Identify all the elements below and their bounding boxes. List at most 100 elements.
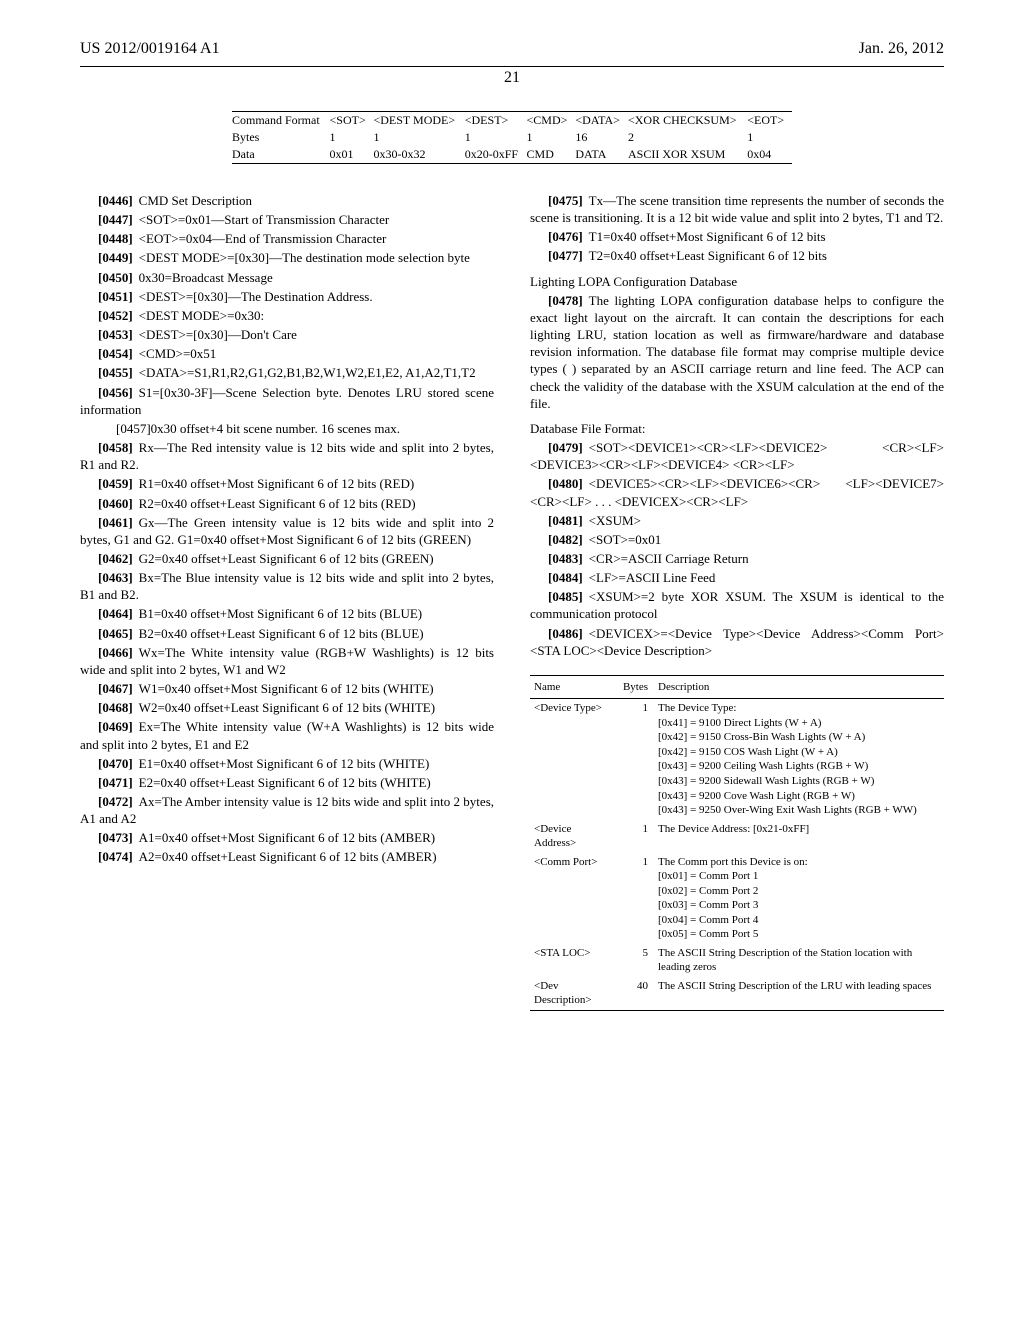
cell: DATA bbox=[575, 146, 628, 164]
para-number: [0449] bbox=[98, 250, 133, 265]
para-number: [0462] bbox=[98, 551, 133, 566]
table-row: <STA LOC>5The ASCII String Description o… bbox=[530, 944, 944, 977]
para-text: <SOT>=0x01 bbox=[589, 532, 662, 547]
cell: <Device Type> bbox=[530, 699, 610, 820]
para-number: [0469] bbox=[98, 719, 133, 734]
para-number: [0477] bbox=[548, 248, 583, 263]
cell: 1 bbox=[610, 853, 654, 944]
para-text: <DEST>=[0x30]—The Destination Address. bbox=[139, 289, 373, 304]
para-number: [0468] bbox=[98, 700, 133, 715]
paragraph: [0456]S1=[0x30-3F]—Scene Selection byte.… bbox=[80, 384, 494, 418]
para-number: [0446] bbox=[98, 193, 133, 208]
paragraph: [0481]<XSUM> bbox=[530, 512, 944, 529]
table-row: <Comm Port>1The Comm port this Device is… bbox=[530, 853, 944, 944]
paragraph: [0462] G2=0x40 offset+Least Significant 6… bbox=[80, 550, 494, 567]
paragraph: [0451]<DEST>=[0x30]—The Destination Addr… bbox=[80, 288, 494, 305]
para-number: [0471] bbox=[98, 775, 133, 790]
para-number: [0475] bbox=[548, 193, 583, 208]
paragraph: [0448]<EOT>=0x04—End of Transmission Cha… bbox=[80, 230, 494, 247]
paragraph: [0467]W1=0x40 offset+Most Significant 6 … bbox=[80, 680, 494, 697]
paragraph: [0474]A2=0x40 offset+Least Significant 6… bbox=[80, 848, 494, 865]
cell: 16 bbox=[575, 129, 628, 146]
paragraph: [0472]Ax=The Amber intensity value is 12… bbox=[80, 793, 494, 827]
cell: ASCII XOR XSUM bbox=[628, 146, 747, 164]
paragraph: [0483]<CR>=ASCII Carriage Return bbox=[530, 550, 944, 567]
paragraph: [0478]The lighting LOPA configuration da… bbox=[530, 292, 944, 412]
cell: <Dev Description> bbox=[530, 977, 610, 1011]
para-number: [0480] bbox=[548, 476, 583, 491]
paragraph: [0471]E2=0x40 offset+Least Significant 6… bbox=[80, 774, 494, 791]
table-row: Bytes 1 1 1 1 16 2 1 bbox=[232, 129, 792, 146]
para-text: The lighting LOPA configuration database… bbox=[530, 293, 944, 411]
cell: 1 bbox=[465, 129, 527, 146]
para-text: <DEVICE5><CR><LF><DEVICE6><CR> <LF><DEVI… bbox=[530, 476, 944, 508]
cell: The Comm port this Device is on:[0x01] =… bbox=[654, 853, 944, 944]
page-number: 21 bbox=[80, 69, 944, 87]
paragraph: [0476]T1=0x40 offset+Most Significant 6 … bbox=[530, 228, 944, 245]
cell: 0x20-0xFF bbox=[465, 146, 527, 164]
para-text: <XSUM> bbox=[589, 513, 641, 528]
cell: 1 bbox=[527, 129, 576, 146]
para-text: 0x30 offset+4 bit scene number. 16 scene… bbox=[151, 421, 400, 436]
table-row: Data 0x01 0x30-0x32 0x20-0xFF CMD DATA A… bbox=[232, 146, 792, 164]
para-text: <DATA>=S1,R1,R2,G1,G2,B1,B2,W1,W2,E1,E2,… bbox=[139, 365, 476, 380]
paragraph: [0469]Ex=The White intensity value (W+A … bbox=[80, 718, 494, 752]
para-number: [0452] bbox=[98, 308, 133, 323]
th: Name bbox=[530, 675, 610, 699]
table-row: <Device Type>1The Device Type:[0x41] = 9… bbox=[530, 699, 944, 820]
para-number: [0473] bbox=[98, 830, 133, 845]
device-table: NameBytesDescription<Device Type>1The De… bbox=[530, 675, 944, 1011]
para-text: <SOT>=0x01—Start of Transmission Charact… bbox=[139, 212, 390, 227]
para-number: [0455] bbox=[98, 365, 133, 380]
para-number: [0472] bbox=[98, 794, 133, 809]
paragraph: [0453]<DEST>=[0x30]—Don't Care bbox=[80, 326, 494, 343]
cell: 5 bbox=[610, 944, 654, 977]
para-number: [0447] bbox=[98, 212, 133, 227]
cell: 1 bbox=[373, 129, 464, 146]
para-text: <XSUM>=2 byte XOR XSUM. The XSUM is iden… bbox=[530, 589, 944, 621]
para-number: [0486] bbox=[548, 626, 583, 641]
paragraph: [0459]R1=0x40 offset+Most Significant 6 … bbox=[80, 475, 494, 492]
para-text: Rx—The Red intensity value is 12 bits wi… bbox=[80, 440, 494, 472]
para-text: G2=0x40 offset+Least Significant 6 of 12… bbox=[139, 551, 434, 566]
para-text: Ax=The Amber intensity value is 12 bits … bbox=[80, 794, 494, 826]
cell: <Comm Port> bbox=[530, 853, 610, 944]
para-text: Bx=The Blue intensity value is 12 bits w… bbox=[80, 570, 494, 602]
cell: 2 bbox=[628, 129, 747, 146]
cell: Command Format bbox=[232, 112, 330, 130]
para-number: [0456] bbox=[98, 385, 133, 400]
paragraph: [0482]<SOT>=0x01 bbox=[530, 531, 944, 548]
paragraph: [0468] W2=0x40 offset+Least Significant 6… bbox=[80, 699, 494, 716]
cell: 1 bbox=[610, 699, 654, 820]
para-text: Tx—The scene transition time represents … bbox=[530, 193, 944, 225]
paragraph: [0455] <DATA>=S1,R1,R2,G1,G2,B1,B2,W1,W2,… bbox=[80, 364, 494, 381]
para-number: [0459] bbox=[98, 476, 133, 491]
para-text: T2=0x40 offset+Least Significant 6 of 12… bbox=[589, 248, 827, 263]
paragraph: [0454]<CMD>=0x51 bbox=[80, 345, 494, 362]
cell: <CMD> bbox=[527, 112, 576, 130]
cell: The ASCII String Description of the LRU … bbox=[654, 977, 944, 1011]
para-text: <CR>=ASCII Carriage Return bbox=[589, 551, 749, 566]
para-text: Wx=The White intensity value (RGB+W Wash… bbox=[80, 645, 494, 677]
cell: <XOR CHECKSUM> bbox=[628, 112, 747, 130]
paragraph: [0461]Gx—The Green intensity value is 12… bbox=[80, 514, 494, 548]
paragraph: [0477] T2=0x40 offset+Least Significant 6… bbox=[530, 247, 944, 264]
patent-page: US 2012/0019164 A1 Jan. 26, 2012 21 Comm… bbox=[0, 0, 1024, 1320]
cell: Data bbox=[232, 146, 330, 164]
paragraph: [0466]Wx=The White intensity value (RGB+… bbox=[80, 644, 494, 678]
table-row: <Dev Description>40The ASCII String Desc… bbox=[530, 977, 944, 1011]
paragraph: [0479]<SOT><DEVICE1><CR><LF><DEVICE2> <C… bbox=[530, 439, 944, 473]
paragraph: [0485]<XSUM>=2 byte XOR XSUM. The XSUM i… bbox=[530, 588, 944, 622]
para-number: [0458] bbox=[98, 440, 133, 455]
cell: <EOT> bbox=[747, 112, 792, 130]
para-text: W2=0x40 offset+Least Significant 6 of 12… bbox=[139, 700, 435, 715]
para-text: CMD Set Description bbox=[139, 193, 252, 208]
paragraph: [0484]<LF>=ASCII Line Feed bbox=[530, 569, 944, 586]
para-number: [0476] bbox=[548, 229, 583, 244]
para-number: [0463] bbox=[98, 570, 133, 585]
cell: 0x04 bbox=[747, 146, 792, 164]
cell: <DATA> bbox=[575, 112, 628, 130]
cell: <STA LOC> bbox=[530, 944, 610, 977]
para-text: 0x30=Broadcast Message bbox=[139, 270, 273, 285]
paragraph: [0475]Tx—The scene transition time repre… bbox=[530, 192, 944, 226]
